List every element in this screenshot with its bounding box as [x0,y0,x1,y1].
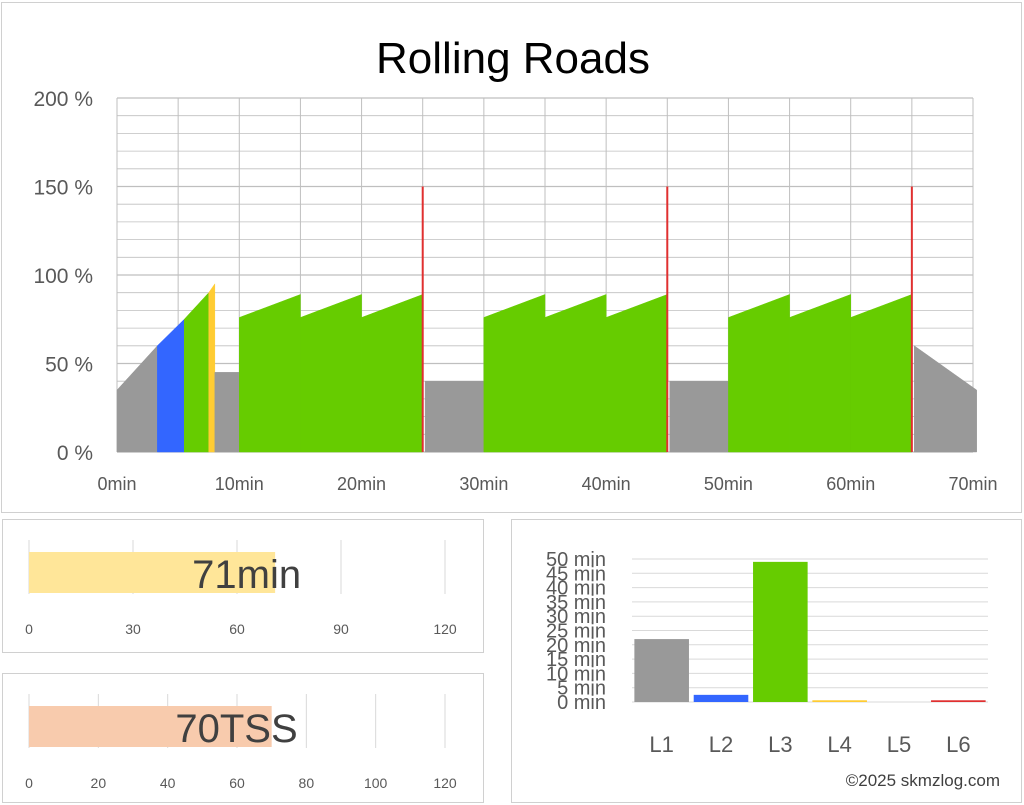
zone-y-tick-label: 40 min [546,578,606,600]
gauge-tick-label: 30 [125,621,141,637]
chart-title: Rolling Roads [376,34,650,83]
tss-gauge-chart: 0 20 40 60 80 100 120 70TSS [25,694,457,791]
zone-category-label: L1 [649,732,673,757]
x-tick-label: 70min [948,474,997,494]
segment-L4 [208,283,216,453]
gauge-tick-label: 90 [333,621,349,637]
segment-L3 [605,294,668,453]
zone-bar-L3 [753,561,808,702]
segment-L3 [300,294,362,453]
zone-bar-L1 [634,639,689,702]
gauge-tick-label: 60 [229,621,245,637]
y-tick-label: 100 % [33,265,93,288]
zone-y-tick-label: 50 min [546,549,606,571]
zone-bar-L2 [693,694,749,702]
gauge-tick-label: 20 [91,775,107,791]
zone-bar-L4 [812,700,867,702]
gauge-tick-label: 100 [364,775,388,791]
gauge-tick-label: 0 [25,775,33,791]
x-tick-label: 50min [704,474,753,494]
gauge-tick-label: 60 [229,775,245,791]
segment-L1 [914,345,977,453]
segment-L3 [544,294,607,453]
segment-L1 [424,380,485,453]
zone-y-tick-label: 5 min [557,678,606,700]
segment-L1 [116,345,158,453]
gauge-tick-label: 120 [433,775,457,791]
gauge-tick-label: 80 [299,775,315,791]
tss-panel: 0 20 40 60 80 100 120 70TSS [2,673,484,803]
x-tick-label: 10min [215,474,264,494]
x-tick-label: 20min [337,474,386,494]
x-tick-label: 40min [582,474,631,494]
duration-panel: 0 30 60 90 120 71min [2,519,484,653]
area-series [116,186,977,453]
x-tick-label: 60min [826,474,875,494]
segment-L3 [728,294,790,453]
segment-L3 [789,294,851,453]
tss-value-label: 70TSS [175,707,297,751]
segment-L3 [184,292,209,453]
zone-y-tick-label: 30 min [546,606,606,628]
zone-category-label: L5 [887,732,911,757]
segment-L3 [239,294,301,453]
x-tick-label: 30min [459,474,508,494]
duration-value-label: 71min [192,553,301,597]
workout-profile-chart: 0 % 50 % 100 % 150 % 200 % 0min 10min 20min 30mi… [33,34,997,494]
zone-y-tick-label: 45 min [546,563,606,585]
y-tick-label: 200 % [33,88,93,111]
zone-category-label: L2 [709,732,733,757]
segment-L3 [850,294,913,453]
segment-L2 [157,318,185,453]
tss-bar [29,706,272,747]
duration-gauge-chart: 0 30 60 90 120 71min [25,540,457,637]
y-tick-label: 50 % [45,354,93,377]
segment-L3 [483,294,546,453]
x-tick-label: 0min [97,474,136,494]
segment-L1 [214,372,240,453]
zone-category-label: L3 [768,732,792,757]
zone-y-tick-label: 15 min [546,649,606,671]
gauge-tick-label: 120 [433,621,457,637]
segment-L3 [361,294,423,453]
duration-bar [29,552,276,593]
zone-category-label: L6 [946,732,970,757]
y-tick-label: 150 % [33,177,93,200]
zone-y-tick-label: 10 min [546,663,606,685]
workout-profile-panel: 0 % 50 % 100 % 150 % 200 % 0min 10min 20min 30mi… [1,2,1022,513]
zone-y-tick-label: 25 min [546,621,606,643]
copyright-text: ©2025 skmzlog.com [846,771,1000,790]
gauge-tick-label: 0 [25,621,33,637]
y-tick-label: 0 % [57,442,93,465]
zone-y-tick-label: 0 min [557,692,606,714]
zone-y-tick-label: 20 min [546,635,606,657]
zone-y-tick-label: 35 min [546,592,606,614]
segment-L1 [669,380,729,453]
zone-bar-L6 [931,700,986,702]
zone-category-label: L4 [827,732,851,757]
zone-time-panel: ©2025 skmzlog.com 0 min 5 min 10 min 15 min… [511,519,1022,803]
gauge-tick-label: 40 [160,775,176,791]
